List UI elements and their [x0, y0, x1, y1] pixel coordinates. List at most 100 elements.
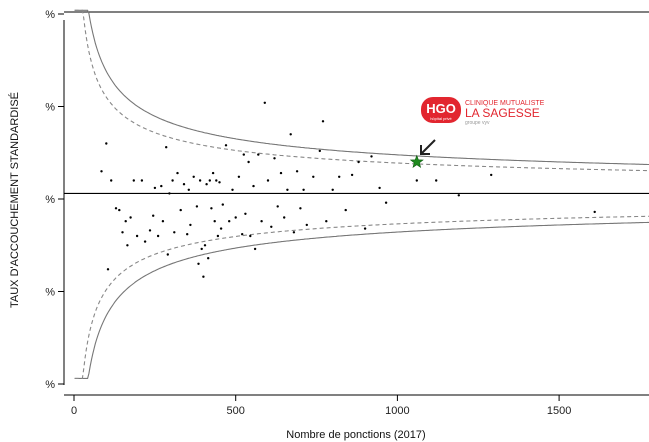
logo-badge — [421, 97, 461, 123]
data-point — [234, 216, 237, 219]
data-point — [213, 220, 216, 223]
data-point — [252, 184, 255, 188]
data-point — [350, 173, 354, 177]
data-point — [231, 188, 234, 191]
x-ticks: 0 500 1000 1500 — [71, 395, 571, 417]
data-point — [321, 120, 325, 123]
data-point — [490, 173, 493, 177]
data-point — [187, 188, 190, 191]
x-tick-label: 1000 — [385, 405, 409, 417]
data-point — [286, 188, 289, 191]
x-tick-label: 500 — [227, 405, 245, 417]
lower-inner-limit — [74, 215, 649, 379]
data-point — [153, 186, 157, 190]
y-ticks: %%%%% — [45, 9, 64, 391]
data-point — [249, 234, 252, 238]
data-point — [263, 101, 266, 105]
logo-line1: CLINIQUE MUTUALISTE — [465, 100, 545, 107]
data-point — [219, 227, 223, 230]
data-point — [270, 225, 273, 228]
data-point — [253, 247, 257, 251]
clinic-logo: HGO hôpital privé CLINIQUE MUTUALISTE LA… — [421, 97, 545, 126]
data-point — [221, 203, 224, 206]
data-point — [160, 184, 163, 188]
data-point — [318, 149, 321, 153]
data-point — [211, 171, 215, 175]
plot-area-frame — [63, 11, 649, 396]
y-tick-label: % — [45, 379, 55, 391]
data-point — [165, 146, 168, 149]
lower-outer-limit — [74, 221, 649, 379]
y-tick-label: % — [45, 9, 55, 21]
data-point — [338, 175, 341, 178]
data-point — [218, 181, 221, 184]
y-tick-label: % — [45, 287, 55, 299]
data-point — [295, 170, 299, 173]
control-limit-curves — [74, 9, 649, 379]
data-point — [305, 223, 308, 227]
data-point — [124, 220, 127, 223]
x-axis-title: Nombre de ponctions (2017) — [286, 429, 425, 441]
data-point — [106, 268, 110, 271]
data-point — [200, 247, 203, 251]
data-point — [378, 186, 381, 190]
data-point — [312, 175, 315, 178]
y-tick-label: % — [45, 194, 55, 206]
data-point — [129, 216, 132, 219]
data-point — [148, 229, 152, 232]
data-point — [121, 231, 124, 234]
data-point — [247, 160, 250, 164]
data-point — [215, 179, 218, 182]
data-point — [100, 170, 103, 173]
data-point — [189, 223, 192, 227]
data-point — [156, 234, 160, 238]
logo-line3: groupe vyv — [465, 120, 490, 126]
data-point — [344, 208, 347, 212]
data-point — [283, 216, 286, 219]
data-point — [292, 231, 296, 234]
data-point — [210, 207, 213, 210]
data-point — [279, 171, 283, 175]
data-point — [168, 192, 171, 195]
data-point — [152, 214, 155, 217]
data-point — [195, 205, 199, 208]
data-point — [299, 207, 302, 210]
data-point — [197, 262, 200, 265]
data-point — [205, 183, 208, 186]
data-point — [135, 234, 139, 238]
data-point — [192, 175, 195, 178]
data-point — [384, 201, 388, 204]
data-point — [207, 257, 210, 260]
data-point — [110, 179, 113, 182]
data-point — [370, 155, 373, 158]
data-point — [593, 210, 596, 214]
data-point — [435, 179, 438, 182]
data-point — [363, 227, 367, 230]
data-point — [224, 144, 228, 147]
data-point — [257, 153, 260, 156]
data-point — [126, 244, 129, 247]
y-tick-label: % — [45, 102, 55, 114]
data-point — [241, 233, 244, 236]
data-point — [118, 208, 121, 212]
data-point — [244, 212, 247, 215]
data-point — [276, 205, 279, 208]
data-point — [415, 179, 418, 182]
upper-inner-limit — [74, 9, 649, 172]
data-point — [166, 253, 169, 256]
data-point — [260, 220, 263, 223]
data-point — [105, 142, 108, 145]
annotation-arrow — [420, 139, 436, 155]
data-point — [228, 220, 231, 223]
data-point — [457, 194, 460, 197]
data-points — [100, 101, 596, 278]
data-point — [143, 240, 147, 243]
logo-badge-subtext: hôpital privé — [430, 116, 452, 121]
y-axis-title: TAUX D'ACCOUCHEMENT STANDARDISÉ — [8, 92, 21, 308]
data-point — [171, 179, 174, 182]
data-point — [173, 231, 176, 234]
logo-badge-text: HGO — [426, 101, 456, 116]
x-tick-label: 0 — [71, 405, 77, 417]
x-tick-label: 1500 — [547, 405, 571, 417]
highlighted-point — [409, 154, 424, 169]
